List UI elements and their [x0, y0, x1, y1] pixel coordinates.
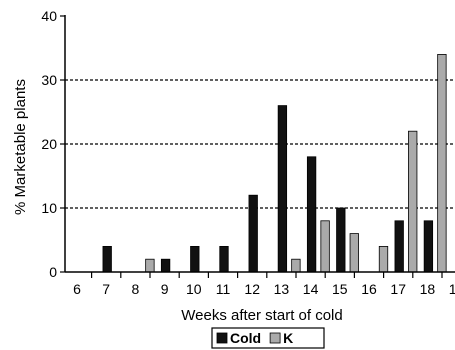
x-tick-label: 9 [161, 281, 169, 297]
x-tick-label: 14 [303, 281, 319, 297]
x-axis-label: Weeks after start of cold [181, 307, 342, 324]
x-tick-label: 6 [73, 281, 81, 297]
x-tick-label: 15 [332, 281, 348, 297]
x-tick-label: 16 [361, 281, 377, 297]
bar-cold-11 [219, 245, 229, 273]
bar-cold-9 [160, 258, 171, 273]
axes [60, 15, 455, 278]
bar-cold-12 [248, 194, 258, 273]
bar-k-18 [437, 54, 447, 273]
x-tick-label: 10 [186, 281, 202, 297]
x-tick-label: 18 [420, 281, 436, 297]
x-tick-label: 11 [216, 281, 231, 297]
bar-k-17 [408, 130, 418, 273]
bar-k-13 [291, 258, 301, 273]
x-tick-label: 17 [390, 281, 406, 297]
y-tick-label: 10 [41, 200, 57, 216]
legend-swatch-k [269, 332, 281, 344]
x-tick-label: 19 [449, 281, 455, 297]
x-tick-label: 8 [132, 281, 140, 297]
x-tick-label: 7 [102, 281, 110, 297]
bar-cold-17 [394, 220, 404, 273]
legend-label-k: K [283, 330, 293, 346]
bar-k-8 [145, 258, 155, 273]
x-tick-label: 12 [244, 281, 260, 297]
bar-cold-7 [102, 245, 112, 273]
legend-label-cold: Cold [230, 330, 261, 346]
y-tick-labels: 0 10 20 30 40 [41, 8, 57, 280]
gridlines [65, 79, 455, 209]
bar-k-16 [378, 245, 389, 273]
y-tick-label: 30 [41, 72, 57, 88]
bar-cold-13 [277, 105, 288, 273]
legend: Cold K [211, 327, 325, 349]
x-tick-label: 13 [274, 281, 290, 297]
legend-box [211, 327, 325, 349]
bar-k-14 [320, 220, 330, 273]
bar-k-15 [349, 233, 359, 273]
x-tick-labels: 6 7 8 9 10 11 12 13 14 15 16 17 18 19 [73, 281, 455, 297]
y-axis-label: % Marketable plants [12, 79, 29, 215]
y-tick-label: 40 [41, 8, 57, 24]
legend-swatch-cold [216, 332, 228, 344]
bar-cold-14 [306, 156, 317, 273]
bar-cold-18 [423, 220, 434, 273]
y-tick-label: 20 [41, 136, 57, 152]
bar-cold-10 [190, 245, 200, 273]
bar-cold-15 [336, 207, 346, 273]
y-tick-label: 0 [49, 264, 57, 280]
bars [102, 54, 447, 273]
